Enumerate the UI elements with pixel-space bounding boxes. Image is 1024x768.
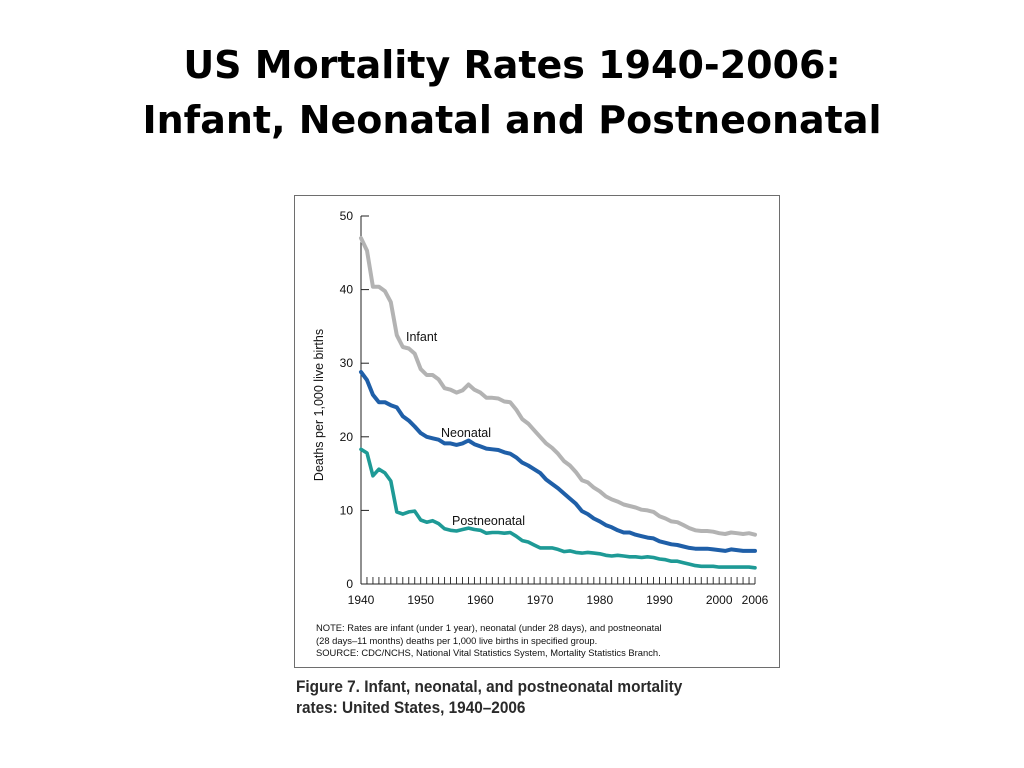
- series-line-infant: [359, 236, 757, 537]
- y-tick-label: 50: [340, 209, 354, 223]
- note-line-2: (28 days–11 months) deaths per 1,000 liv…: [316, 634, 598, 646]
- figure-caption: Figure 7. Infant, neonatal, and postneon…: [296, 677, 742, 719]
- slide-title-line-2: Infant, Neonatal and Postneonatal: [142, 98, 882, 142]
- y-tick-label: 30: [340, 356, 354, 370]
- series-line-postneonatal: [359, 447, 757, 570]
- y-tick-label: 20: [340, 430, 354, 444]
- x-tick-label: 1980: [586, 593, 613, 607]
- y-tick-label: 40: [340, 283, 354, 297]
- x-tick-label: 1970: [527, 593, 554, 607]
- slide-title: US Mortality Rates 1940-2006: Infant, Ne…: [0, 38, 1024, 148]
- series-layer: [359, 236, 757, 570]
- axes-layer: 0 10 20 30 40 50 1940 1950 1960 1970 1980 1990 2000 2…: [312, 209, 769, 607]
- series-label-infant: Infant: [406, 330, 438, 344]
- figure-note: NOTE: Rates are infant (under 1 year), n…: [316, 622, 776, 660]
- y-axis-title: Deaths per 1,000 live births: [312, 329, 326, 481]
- x-tick-label: 1960: [467, 593, 494, 607]
- x-tick-label: 2006: [742, 593, 769, 607]
- x-tick-label: 1990: [646, 593, 673, 607]
- x-tick-label: 2000: [706, 593, 733, 607]
- caption-line-2: rates: United States, 1940–2006: [296, 699, 526, 717]
- x-tick-label: 1950: [407, 593, 434, 607]
- y-tick-label: 0: [346, 577, 353, 591]
- caption-line-1: Figure 7. Infant, neonatal, and postneon…: [296, 678, 683, 696]
- series-label-neonatal: Neonatal: [441, 426, 491, 440]
- series-label-postneonatal: Postneonatal: [452, 514, 525, 528]
- y-tick-label: 10: [340, 503, 354, 517]
- slide-title-line-1: US Mortality Rates 1940-2006:: [183, 43, 841, 87]
- source-line: SOURCE: CDC/NCHS, National Vital Statist…: [316, 647, 661, 658]
- x-tick-label: 1940: [348, 593, 375, 607]
- note-line-1: NOTE: Rates are infant (under 1 year), n…: [316, 622, 662, 633]
- series-line-neonatal: [359, 370, 757, 553]
- label-layer: Infant Neonatal Postneonatal: [406, 330, 525, 528]
